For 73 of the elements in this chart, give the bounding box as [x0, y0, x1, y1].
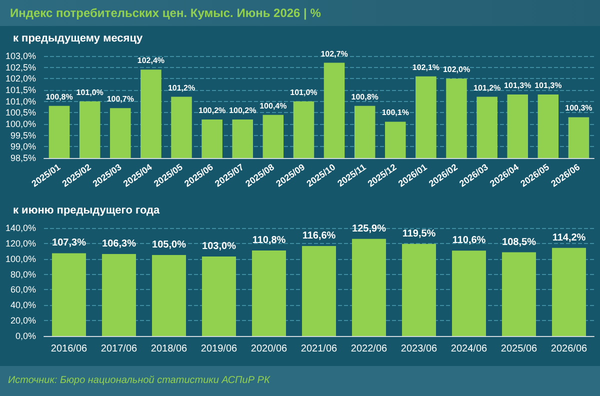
- data-label: 102,7%: [320, 49, 348, 58]
- data-label: 105,0%: [152, 240, 186, 250]
- x-tick-label: 2026/06: [550, 344, 588, 354]
- bar: [402, 244, 436, 336]
- y-tick-label: 102,0%: [5, 74, 36, 84]
- y-tick-label: 98,5%: [10, 153, 36, 163]
- data-label: 114,2%: [552, 232, 586, 244]
- y-tick-label: 0,0%: [15, 331, 36, 341]
- text: Источник: Бюро национальной статистики АСПиР РК: [8, 375, 270, 386]
- data-label: 101,3%: [504, 81, 532, 90]
- data-label: 100,7%: [106, 94, 134, 104]
- x-tick-label: 2018/06: [150, 344, 188, 354]
- data-label: 100,8%: [46, 92, 73, 102]
- data-label: 106,3%: [102, 238, 136, 250]
- bar: [552, 248, 586, 336]
- data-label: 102,0%: [442, 65, 470, 74]
- y-tick-label: 99,5%: [10, 130, 36, 140]
- y-tick-label: 100,0%: [5, 254, 36, 264]
- y-tick-label: 20,0%: [10, 316, 36, 326]
- y-tick-label: 140,0%: [5, 223, 36, 233]
- y-tick-label: 101,0%: [5, 96, 36, 106]
- y-tick-label: 60,0%: [10, 284, 36, 295]
- x-tick-label: 2023/06: [400, 344, 438, 354]
- data-label: 110,8%: [252, 235, 286, 246]
- data-label: 101,2%: [473, 83, 501, 92]
- y-tick-label: 40,0%: [10, 300, 36, 310]
- y-tick-label: 99,0%: [10, 142, 36, 152]
- bar: [152, 255, 186, 336]
- x-tick-label: 2016/06: [50, 344, 88, 354]
- data-label: 100,2%: [229, 106, 256, 115]
- data-label: 103,0%: [202, 241, 236, 252]
- data-label: 116,6%: [302, 230, 336, 242]
- data-label: 110,6%: [452, 235, 486, 246]
- bar: [502, 252, 536, 336]
- y-tick-label: 100,0%: [5, 119, 36, 129]
- bar: [452, 250, 486, 336]
- y-tick-label: 103,0%: [5, 51, 36, 61]
- y-tick-label: 80,0%: [10, 269, 36, 280]
- x-tick-label: 2021/06: [300, 344, 338, 354]
- bar: [52, 253, 86, 336]
- bar: [252, 250, 286, 336]
- bar: [302, 246, 336, 336]
- x-tick-label: 2024/06: [450, 344, 488, 354]
- data-label: 100,8%: [351, 92, 378, 102]
- data-label: 100,3%: [565, 104, 592, 113]
- x-tick-label: 2020/06: [250, 344, 288, 354]
- data-label: 102,1%: [412, 62, 440, 72]
- data-label: 101,2%: [168, 83, 196, 92]
- data-label: 107,3%: [52, 238, 86, 249]
- y-tick-label: 102,5%: [5, 62, 36, 72]
- data-label: 100,4%: [260, 101, 287, 110]
- x-tick-label: 2025/06: [500, 344, 538, 354]
- bar: [102, 254, 136, 336]
- data-label: 119,5%: [402, 228, 436, 240]
- data-label: 101,3%: [534, 81, 562, 90]
- data-label: 101,0%: [76, 88, 104, 97]
- chart-title: Индекс потребительских цен. Кумыс. Июнь 2026 | %: [10, 6, 321, 20]
- bar: [352, 238, 386, 336]
- data-label: 100,2%: [198, 106, 226, 115]
- x-tick-label: 2022/06: [350, 344, 388, 354]
- x-tick-label: 2019/06: [200, 344, 238, 354]
- data-label: 108,5%: [502, 236, 536, 248]
- y-tick-label: 101,5%: [5, 85, 36, 95]
- bar: [202, 256, 236, 336]
- data-label: 101,0%: [290, 88, 318, 97]
- data-label: 100,1%: [382, 108, 409, 118]
- data-label: 102,4%: [137, 56, 165, 66]
- chart-subtitle: к июню предыдущего года: [13, 204, 161, 216]
- x-tick-label: 2017/06: [100, 344, 138, 354]
- data-label: 125,9%: [352, 223, 386, 234]
- y-tick-label: 120,0%: [5, 238, 36, 248]
- y-tick-label: 100,5%: [5, 108, 36, 118]
- chart-subtitle: к предыдущему месяцу: [13, 32, 144, 44]
